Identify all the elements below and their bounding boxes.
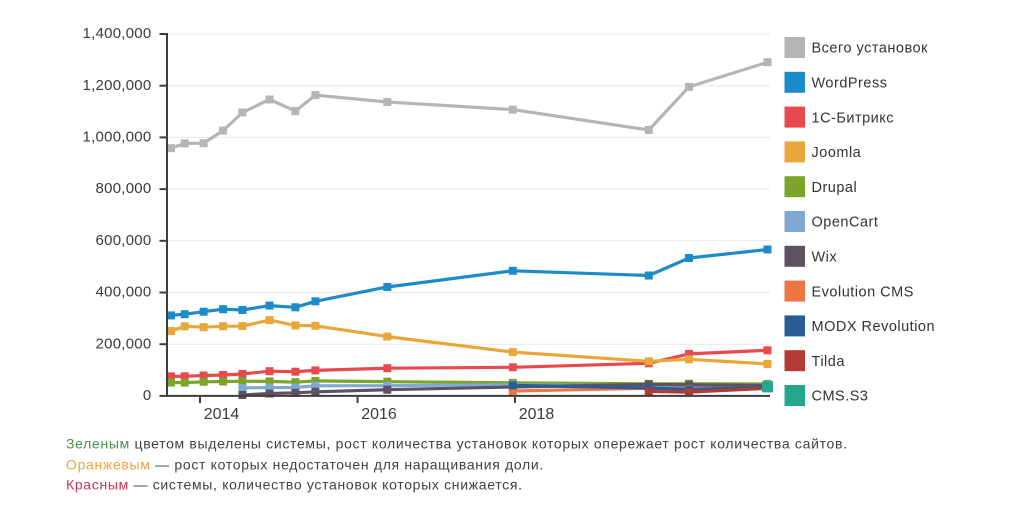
svg-text:CMS.S3: CMS.S3 — [812, 389, 869, 405]
svg-text:Evolution CMS: Evolution CMS — [812, 284, 914, 300]
svg-text:200,000: 200,000 — [96, 335, 152, 352]
svg-text:1С-Битрикс: 1С-Битрикс — [812, 110, 895, 126]
svg-text:Tilda: Tilda — [812, 354, 846, 370]
svg-text:600,000: 600,000 — [96, 232, 152, 249]
svg-text:2018: 2018 — [519, 406, 555, 423]
svg-text:800,000: 800,000 — [96, 180, 152, 197]
svg-text:Оранжевым — рост которых недос: Оранжевым — рост которых недостаточен дл… — [66, 457, 544, 473]
svg-text:Зеленым цветом выделены систем: Зеленым цветом выделены системы, рост ко… — [66, 436, 848, 452]
svg-text:Drupal: Drupal — [812, 180, 858, 196]
svg-text:1,000,000: 1,000,000 — [83, 129, 152, 146]
svg-text:Всего установок: Всего установок — [812, 41, 929, 57]
svg-text:WordPress: WordPress — [812, 76, 888, 92]
svg-text:1,400,000: 1,400,000 — [83, 25, 152, 42]
svg-text:0: 0 — [143, 387, 152, 404]
svg-text:Красным — системы, количество: Красным — системы, количество установок … — [66, 477, 523, 493]
svg-text:2014: 2014 — [204, 406, 240, 423]
svg-text:Wix: Wix — [812, 250, 838, 266]
svg-text:400,000: 400,000 — [96, 284, 152, 301]
svg-text:2016: 2016 — [361, 406, 397, 423]
svg-text:MODX Revolution: MODX Revolution — [812, 319, 936, 335]
svg-text:1,200,000: 1,200,000 — [83, 77, 152, 94]
svg-text:Joomla: Joomla — [812, 145, 862, 161]
svg-text:OpenCart: OpenCart — [812, 215, 879, 231]
